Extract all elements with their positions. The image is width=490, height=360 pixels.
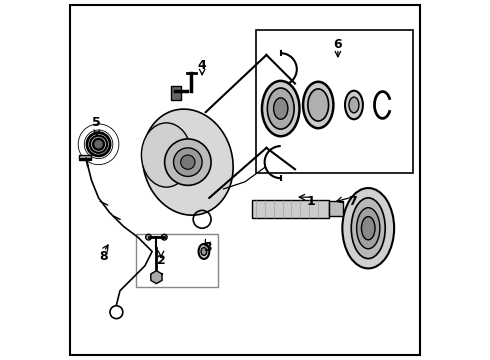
Ellipse shape: [181, 155, 195, 169]
Ellipse shape: [343, 188, 394, 269]
Text: 4: 4: [198, 59, 206, 72]
Ellipse shape: [201, 248, 207, 255]
Ellipse shape: [173, 148, 202, 176]
Bar: [256, 30, 413, 173]
Ellipse shape: [357, 208, 380, 249]
Ellipse shape: [165, 139, 211, 185]
Ellipse shape: [143, 109, 233, 215]
Circle shape: [161, 234, 167, 240]
Ellipse shape: [87, 133, 110, 156]
Ellipse shape: [90, 136, 107, 153]
Ellipse shape: [273, 98, 288, 119]
Text: 2: 2: [157, 254, 166, 267]
Bar: [252, 200, 329, 217]
Text: 3: 3: [203, 241, 212, 255]
Text: 8: 8: [99, 250, 108, 263]
Bar: [136, 234, 218, 287]
Ellipse shape: [268, 88, 294, 129]
Bar: [171, 86, 181, 100]
Circle shape: [94, 139, 103, 149]
Ellipse shape: [308, 89, 329, 121]
Ellipse shape: [362, 217, 375, 240]
Text: 5: 5: [93, 116, 101, 129]
Ellipse shape: [198, 244, 209, 259]
Ellipse shape: [351, 198, 385, 258]
Ellipse shape: [349, 97, 359, 113]
Bar: [329, 201, 343, 216]
Ellipse shape: [345, 91, 363, 119]
Circle shape: [146, 234, 151, 240]
Bar: [79, 155, 92, 160]
Polygon shape: [151, 271, 162, 284]
Ellipse shape: [93, 139, 104, 150]
Ellipse shape: [142, 123, 192, 187]
Ellipse shape: [262, 81, 299, 136]
Ellipse shape: [303, 82, 333, 128]
Text: 6: 6: [334, 38, 342, 51]
Text: 1: 1: [307, 195, 316, 208]
Text: 7: 7: [348, 195, 357, 208]
